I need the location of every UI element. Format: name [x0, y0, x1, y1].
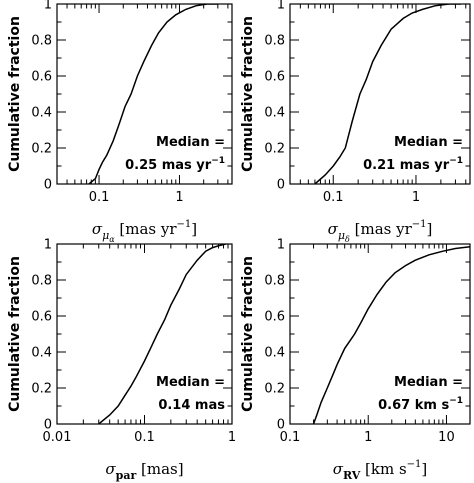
- median-value: 0.25 mas yr−1: [125, 156, 225, 173]
- plot-frame: [56, 243, 233, 425]
- y-tick-label: 1: [277, 238, 285, 253]
- x-axis-label: σpar [mas]: [105, 460, 183, 482]
- median-label: Median =: [394, 135, 463, 150]
- y-tick-label: 1: [44, 238, 52, 253]
- y-tick-label: 0.2: [264, 382, 285, 397]
- y-axis-label: Cumulative fraction: [240, 16, 256, 172]
- y-tick-label: 0.2: [31, 142, 52, 157]
- x-tick-label: 10: [438, 430, 455, 445]
- y-tick-label: 0.2: [31, 382, 52, 397]
- x-tick-label: 1: [228, 430, 236, 445]
- x-tick-label: 1: [175, 190, 183, 205]
- median-label: Median =: [394, 375, 463, 390]
- y-tick-label: 0.8: [31, 34, 52, 49]
- panel-1: 0.1 1 0 0.2 0.4 0.6 0.8 1 Cumulative fraction σμα…: [7, 0, 233, 244]
- y-tick-label: 0.8: [264, 274, 285, 289]
- y-tick-label: 0.4: [264, 106, 285, 121]
- median-label: Median =: [156, 375, 225, 390]
- y-axis-label: Cumulative fraction: [240, 256, 256, 412]
- y-tick-label: 0.4: [264, 346, 285, 361]
- y-axis-label: Cumulative fraction: [7, 256, 23, 412]
- y-tick-label: 0: [44, 418, 52, 433]
- cumulative-curve: [88, 4, 218, 184]
- panel-3: 0.01 0.1 1 0 0.2 0.4 0.6 0.8 1 Cumulative fractio…: [7, 238, 236, 483]
- y-tick-label: 0.4: [31, 106, 52, 121]
- y-tick-label: 0.6: [264, 70, 285, 85]
- cumulative-curve: [314, 4, 461, 184]
- y-tick-label: 0.4: [31, 346, 52, 361]
- y-tick-label: 0.8: [264, 34, 285, 49]
- panel-4: 0.1 1 10 0 0.2 0.4 0.6 0.8 1 Cumulative fraction σ…: [240, 238, 471, 482]
- y-tick-label: 0.6: [31, 310, 52, 325]
- y-axis-label: Cumulative fraction: [7, 16, 23, 172]
- median-label: Median =: [156, 135, 225, 150]
- y-tick-label: 0: [44, 178, 52, 193]
- x-tick-label: 1: [364, 430, 372, 445]
- x-tick-label: 0.1: [89, 190, 110, 205]
- y-tick-label: 0.2: [264, 142, 285, 157]
- cumulative-curve: [98, 244, 226, 424]
- x-axis-label: σμδ [mas yr−1]: [328, 219, 433, 244]
- plot-frame: [289, 3, 471, 185]
- y-tick-label: 1: [44, 0, 52, 13]
- y-tick-label: 0: [277, 418, 285, 433]
- y-tick-label: 0: [277, 178, 285, 193]
- x-tick-label: 0.1: [323, 190, 344, 205]
- median-value: 0.21 mas yr−1: [363, 156, 463, 173]
- median-value: 0.67 km s−1: [378, 396, 463, 413]
- panel-2: 0.1 1 0 0.2 0.4 0.6 0.8 1 Cumulative fraction σμδ…: [240, 0, 471, 244]
- x-tick-label: 0.1: [134, 430, 155, 445]
- median-value: 0.14 mas: [158, 398, 225, 413]
- y-tick-label: 0.6: [31, 70, 52, 85]
- plot-frame: [289, 243, 471, 425]
- y-tick-label: 0.8: [31, 274, 52, 289]
- x-tick-label: 0.1: [280, 430, 301, 445]
- plot-frame: [56, 3, 233, 185]
- x-tick-label: 1: [412, 190, 420, 205]
- x-axis-label: σRV [km s−1]: [333, 459, 428, 482]
- x-axis-label: σμα [mas yr−1]: [92, 219, 197, 244]
- x-tick-label: 0.01: [43, 430, 72, 445]
- y-tick-label: 1: [277, 0, 285, 13]
- y-tick-label: 0.6: [264, 310, 285, 325]
- cumulative-curve: [312, 245, 470, 424]
